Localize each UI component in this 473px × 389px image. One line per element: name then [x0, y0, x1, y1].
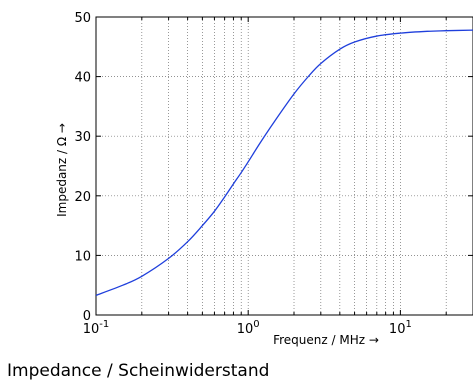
impedance-series-line [95, 29, 473, 296]
y-tick-label: 20 [74, 190, 91, 205]
x-tick-labels: 10-1 100 101 [83, 319, 412, 337]
x-axis-label: Frequenz / MHz → [273, 333, 379, 347]
y-tick-label: 40 [74, 71, 91, 86]
figure-caption: Impedance / Scheinwiderstand [7, 361, 270, 381]
y-tick-label: 50 [74, 11, 91, 26]
y-tick-label: 10 [74, 249, 91, 264]
plot-frame [95, 16, 473, 316]
y-tick-labels: 0 10 20 30 40 50 [74, 11, 91, 324]
series-layer [95, 29, 473, 296]
y-tick-label: 0 [83, 309, 91, 324]
x-tick-label: 101 [389, 319, 412, 337]
x-tick-label: 10-1 [83, 319, 110, 337]
x-tick-label: 100 [237, 319, 260, 337]
y-tick-label: 30 [74, 130, 91, 145]
y-axis-label: Impedanz / Ω → [55, 123, 69, 217]
axis-ticks [95, 16, 473, 316]
